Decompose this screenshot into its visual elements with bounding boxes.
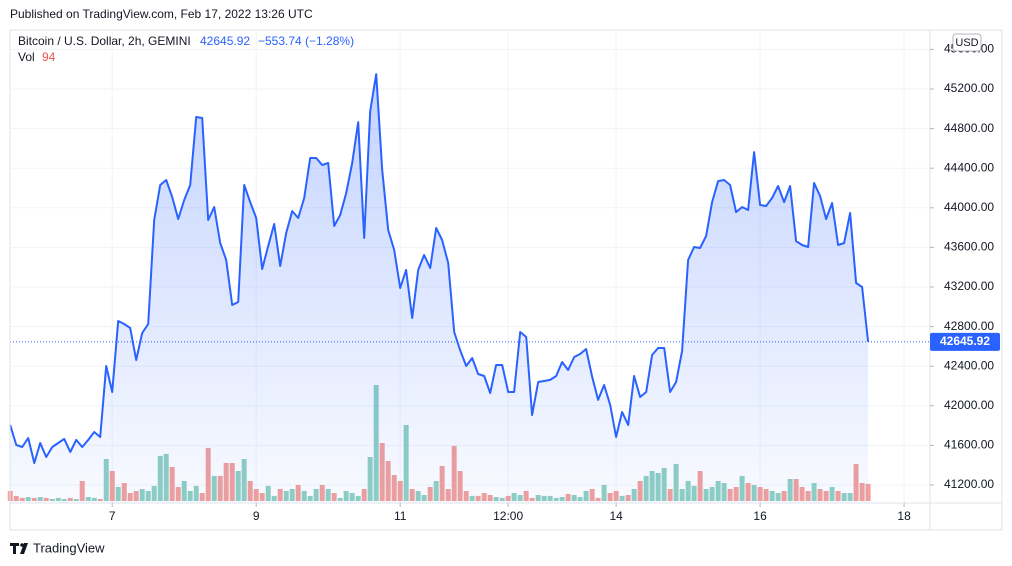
y-tick-label: 44000.00 [944,200,994,214]
legend-change: −553.74 (−1.28%) [258,34,354,48]
brand-logo [10,543,28,554]
y-tick-label: 42800.00 [944,319,994,333]
volume-label: Vol [18,50,35,64]
y-tick-label: 41200.00 [944,477,994,491]
y-tick-label: 42000.00 [944,398,994,412]
last-price-box [930,332,1000,351]
x-tick-label: 7 [109,509,116,523]
chart-frame [9,29,1003,531]
x-tick-label: 16 [753,509,767,523]
x-tick-label: 11 [394,509,407,523]
plot [7,73,930,503]
symbol-label: Bitcoin / U.S. Dollar, 2h, GEMINI [18,34,191,48]
area-fill [10,74,869,503]
y-tick-label: 44800.00 [944,121,994,135]
y-tick-label: 45200.00 [944,81,994,95]
y-tick-label: 43200.00 [944,279,994,293]
volume-value: 94 [42,50,56,64]
x-tick-label: 9 [253,509,260,523]
legend-price: 42645.92 [200,34,250,48]
brand-name: TradingView [33,540,105,555]
price-line [9,73,870,464]
y-tick-label: 43600.00 [944,240,994,254]
y-tick-label: 42400.00 [944,358,994,372]
axes: 41200.00 41600.00 42000.00 42400.00 42800.00… [109,42,1000,523]
currency-label[interactable]: USD [955,37,978,49]
y-tick-label: 41600.00 [944,438,994,452]
y-tick-label: 44400.00 [944,160,994,174]
x-tick-label: 18 [897,509,911,523]
currency-box[interactable] [952,33,982,52]
x-tick-label: 12:00 [493,509,523,523]
published-note: Published on TradingView.com, Feb 17, 20… [10,7,313,21]
last-price-label: 42645.92 [940,334,990,348]
x-tick-label: 14 [609,509,623,523]
